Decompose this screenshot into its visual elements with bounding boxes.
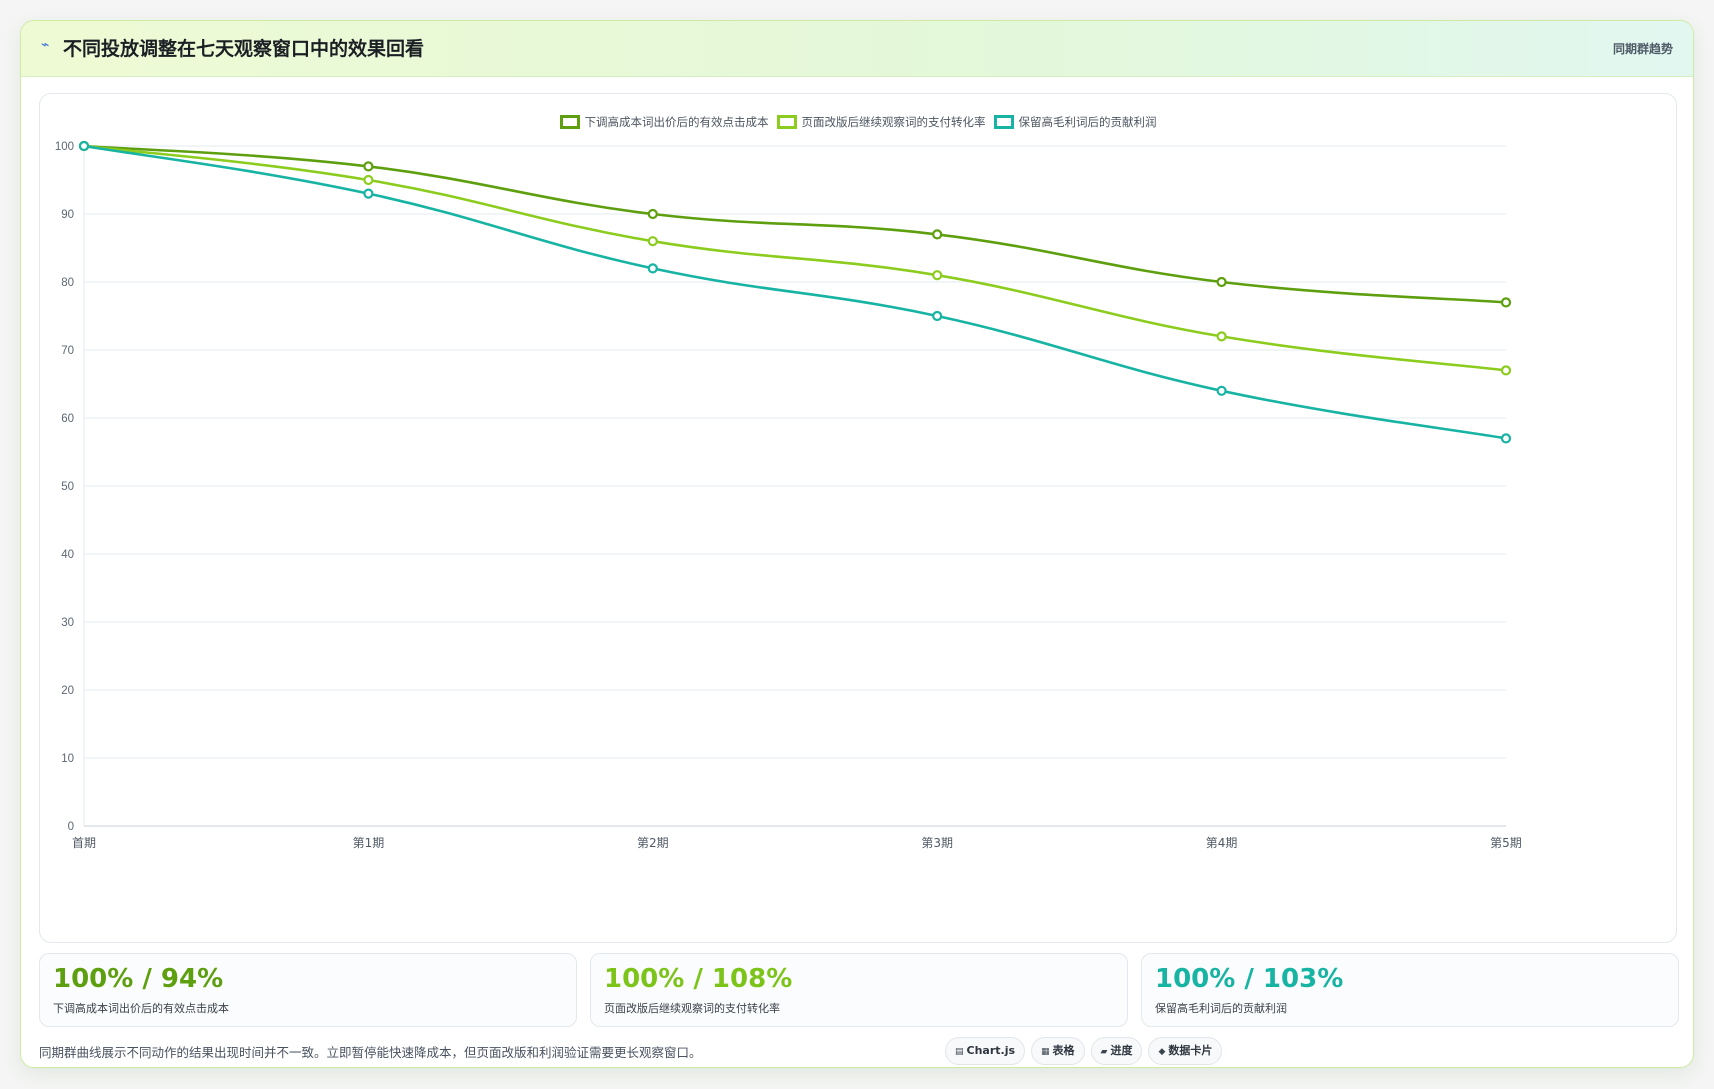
- x-tick-label: 第3期: [921, 836, 953, 850]
- data-point: [1216, 331, 1227, 342]
- stat-card: 100% / 108% 页面改版后继续观察词的支付转化率: [590, 953, 1128, 1027]
- stat-label: 下调高成本词出价后的有效点击成本: [53, 1002, 229, 1015]
- data-point: [932, 310, 943, 322]
- legend-label: 下调高成本词出价后的有效点击成本: [584, 114, 769, 129]
- data-point: [647, 208, 658, 220]
- stat-label: 保留高毛利词后的贡献利润: [1155, 1002, 1287, 1015]
- chip-label: 数据卡片: [1168, 1044, 1213, 1057]
- stat-value: 100% / 94%: [53, 964, 224, 994]
- chip-chartjs[interactable]: ▤ Chart.js: [945, 1037, 1026, 1065]
- data-point: [363, 161, 374, 172]
- data-point: [1500, 297, 1512, 308]
- page-title: 不同投放调整在七天观察窗口中的效果回看: [63, 38, 425, 60]
- x-tick-label: 第1期: [353, 836, 385, 850]
- report-card: ⌁ 不同投放调整在七天观察窗口中的效果回看 同期群趋势 下调高成本词出价后的有效…: [20, 20, 1694, 1068]
- legend-label: 页面改版后继续观察词的支付转化率: [801, 114, 986, 129]
- x-tick-label: 首期: [72, 836, 96, 850]
- data-point: [1500, 365, 1512, 376]
- y-tick-label: 50: [61, 481, 74, 493]
- stat-value: 100% / 103%: [1155, 964, 1344, 994]
- chart-container: 下调高成本词出价后的有效点击成本 页面改版后继续观察词的支付转化率 保留高毛利词后的…: [39, 93, 1677, 943]
- data-point: [647, 263, 658, 274]
- data-point: [1216, 385, 1227, 396]
- stat-card: 100% / 94% 下调高成本词出价后的有效点击成本: [39, 953, 577, 1027]
- stat-label: 页面改版后继续观察词的支付转化率: [604, 1002, 780, 1015]
- data-point: [647, 236, 658, 247]
- data-point: [363, 188, 374, 199]
- stat-card: 100% / 103% 保留高毛利词后的贡献利润: [1141, 953, 1679, 1027]
- series-line: [83, 144, 1507, 440]
- y-tick-label: 60: [61, 413, 74, 425]
- y-tick-label: 100: [55, 141, 74, 153]
- chip-icon: ▰: [1100, 1047, 1108, 1057]
- legend-swatch: [559, 115, 580, 129]
- chip-table[interactable]: ▦ 表格: [1031, 1037, 1085, 1065]
- y-tick-label: 0: [68, 821, 74, 833]
- data-point: [932, 270, 943, 281]
- data-point: [1216, 276, 1227, 288]
- card-header: ⌁ 不同投放调整在七天观察窗口中的效果回看 同期群趋势: [21, 21, 1693, 77]
- data-point: [1500, 433, 1512, 444]
- x-tick-label: 第4期: [1206, 836, 1238, 850]
- data-point: [363, 174, 374, 186]
- footnote: 同期群曲线展示不同动作的结果出现时间并不一致。立即暂停能快速降成本，但页面改版和…: [39, 1045, 702, 1060]
- view-chips: ▤ Chart.js ▦ 表格 ▰ 进度 ◆ 数据卡片: [945, 1037, 1228, 1065]
- chip-data-cards[interactable]: ◆ 数据卡片: [1148, 1037, 1223, 1065]
- data-point: [78, 140, 90, 152]
- chip-label: Chart.js: [966, 1044, 1016, 1057]
- legend-swatch: [776, 115, 797, 129]
- x-tick-label: 第2期: [637, 836, 669, 850]
- chip-label: 进度: [1110, 1044, 1133, 1057]
- y-tick-label: 40: [61, 549, 74, 561]
- chip-icon: ▤: [955, 1047, 964, 1057]
- legend-item[interactable]: 下调高成本词出价后的有效点击成本: [559, 114, 769, 130]
- chip-icon: ▦: [1041, 1047, 1050, 1057]
- line-chart: 0 10 20 30 40 50 60 70 80 90 100 首期 第1期 第2期 第3期 第4期 第5期: [55, 140, 1522, 850]
- series-line: [83, 144, 1507, 372]
- chip-progress[interactable]: ▰ 进度: [1090, 1037, 1143, 1065]
- legend-item[interactable]: 页面改版后继续观察词的支付转化率: [776, 114, 986, 130]
- bolt-icon: ⌁: [41, 37, 50, 53]
- series-line: [83, 144, 1507, 304]
- stat-cards: 100% / 94% 下调高成本词出价后的有效点击成本 100% / 108% 页面改…: [39, 953, 1679, 1027]
- y-tick-label: 30: [61, 617, 74, 629]
- legend-label: 保留高毛利词后的贡献利润: [1018, 114, 1157, 129]
- y-tick-label: 80: [61, 277, 74, 289]
- legend-swatch: [993, 115, 1014, 129]
- y-tick-label: 70: [61, 345, 74, 357]
- stat-value: 100% / 108%: [604, 964, 793, 994]
- chip-icon: ◆: [1158, 1047, 1166, 1057]
- y-tick-label: 10: [61, 753, 74, 765]
- y-tick-label: 20: [61, 685, 74, 697]
- header-tag[interactable]: 同期群趋势: [1612, 42, 1673, 56]
- chart-legend: 下调高成本词出价后的有效点击成本 页面改版后继续观察词的支付转化率 保留高毛利词后的…: [40, 111, 1676, 130]
- legend-item[interactable]: 保留高毛利词后的贡献利润: [993, 114, 1157, 130]
- chip-label: 表格: [1052, 1044, 1075, 1057]
- y-tick-label: 90: [61, 209, 74, 221]
- data-point: [932, 229, 943, 240]
- x-tick-label: 第5期: [1490, 836, 1522, 850]
